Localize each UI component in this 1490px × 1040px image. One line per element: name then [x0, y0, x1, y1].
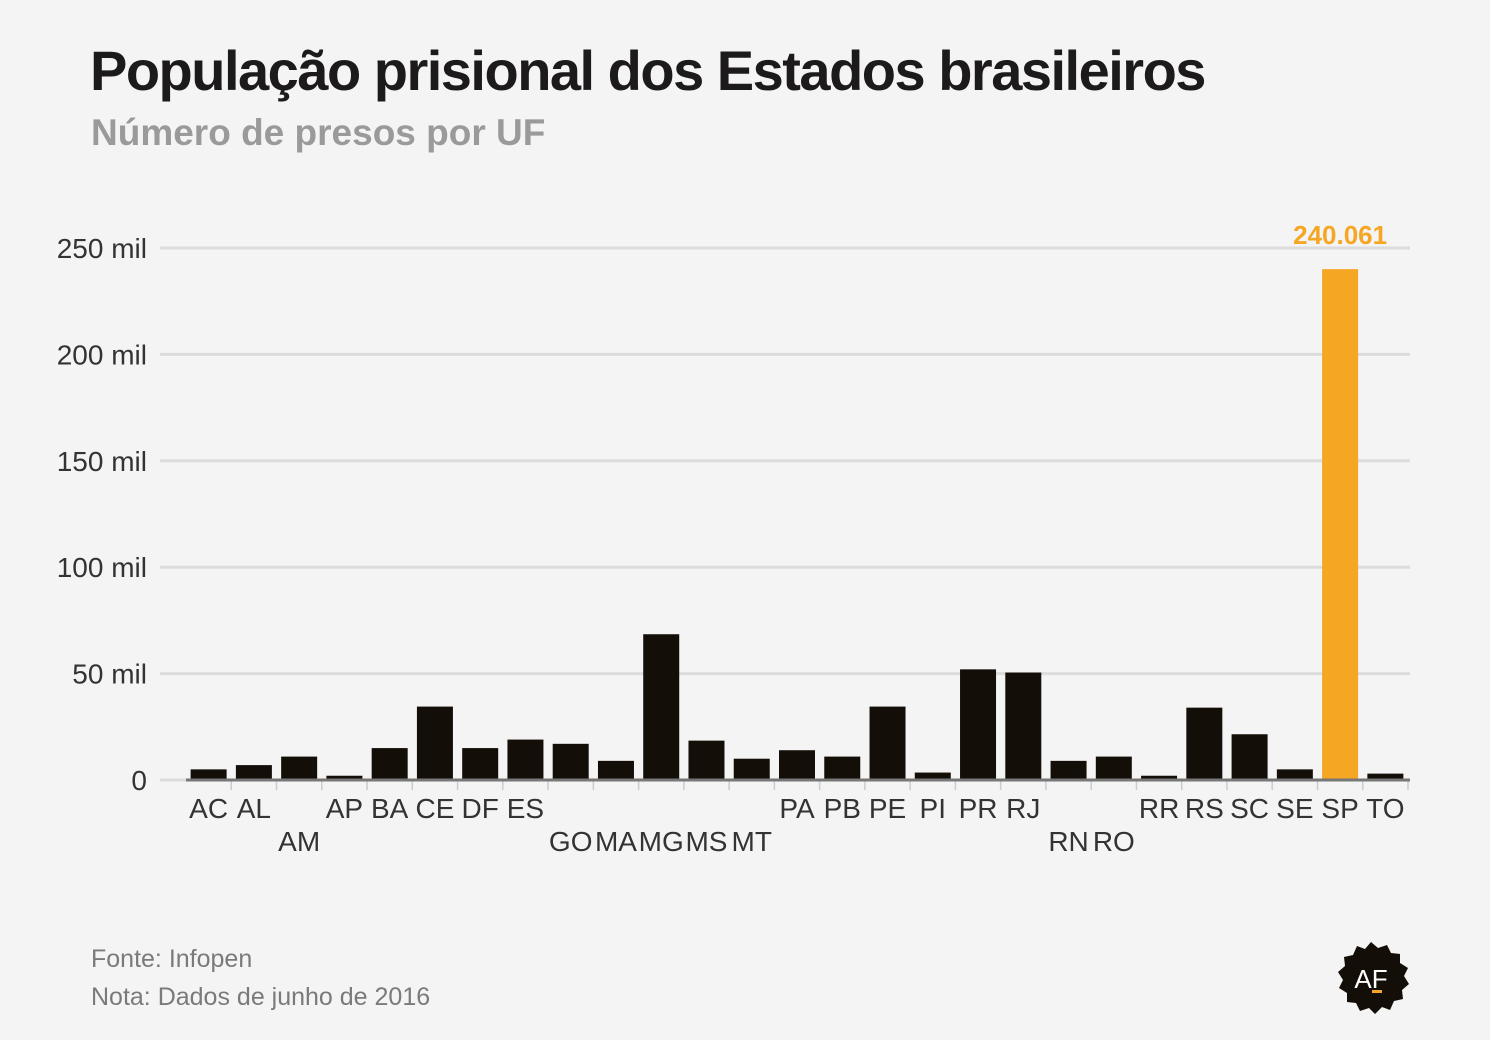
x-tick-label: TO: [1366, 793, 1404, 824]
logo-text: AF: [1354, 964, 1387, 994]
x-tick-label: RN: [1048, 826, 1088, 857]
y-tick-label: 250 mil: [57, 233, 147, 264]
bar-rr: [1141, 775, 1178, 780]
x-tick-label: PI: [920, 793, 946, 824]
x-tick-label: AP: [326, 793, 363, 824]
bar-pe: [869, 706, 906, 780]
bar-ms: [688, 740, 725, 780]
bar-ba: [371, 748, 408, 780]
bar-al: [235, 765, 272, 780]
bar-mt: [733, 758, 770, 780]
x-tick-label: SE: [1276, 793, 1313, 824]
x-tick-label: PA: [779, 793, 815, 824]
x-tick-label: SP: [1321, 793, 1358, 824]
bar-pb: [824, 756, 861, 780]
data-note: Nota: Dados de junho de 2016: [91, 983, 431, 1011]
y-tick-label: 150 mil: [57, 446, 147, 477]
bar-pa: [779, 750, 815, 780]
bar-sp: [1322, 269, 1359, 780]
logo-seal-shape: [1338, 942, 1409, 1014]
bar-to: [1367, 773, 1404, 780]
chart-title: População prisional dos Estados brasilei…: [90, 39, 1206, 102]
chart-subtitle: Número de presos por UF: [91, 112, 546, 153]
bar-go: [552, 743, 589, 780]
y-tick-label: 0: [131, 765, 147, 796]
bar-es: [507, 739, 544, 780]
y-tick-label: 50 mil: [72, 659, 147, 690]
bar-rn: [1050, 760, 1087, 780]
bar-mg: [643, 634, 680, 780]
bar-df: [462, 748, 499, 780]
x-tick-label: SC: [1230, 793, 1269, 824]
source-note: Fonte: Infopen: [91, 945, 253, 973]
af-logo-icon: AF: [1338, 942, 1409, 1014]
x-tick-label: RO: [1093, 826, 1135, 857]
bar-pr: [960, 669, 997, 780]
x-tick-label: PR: [959, 793, 998, 824]
bar-rs: [1186, 707, 1223, 780]
y-tick-label: 100 mil: [57, 552, 147, 583]
y-tick-label: 200 mil: [57, 339, 147, 370]
x-tick-label: MT: [732, 826, 772, 857]
logo-accent: [1372, 990, 1382, 993]
bar-ac: [190, 769, 227, 780]
x-tick-label: CE: [415, 793, 454, 824]
x-tick-label: PB: [824, 793, 861, 824]
data-label: 240.061: [1293, 220, 1387, 250]
x-tick-label: BA: [371, 793, 409, 824]
x-tick-label: AM: [278, 826, 320, 857]
bar-rj: [1005, 672, 1042, 780]
x-tick-label: RJ: [1006, 793, 1040, 824]
x-tick-label: RS: [1185, 793, 1224, 824]
bar-ma: [597, 760, 634, 780]
x-tick-label: RR: [1139, 793, 1179, 824]
x-tick-label: MS: [685, 826, 727, 857]
x-tick-label: AL: [237, 793, 271, 824]
x-tick-label: MG: [639, 826, 684, 857]
bar-ro: [1095, 756, 1132, 780]
bar-ce: [416, 706, 453, 780]
x-tick-label: AC: [189, 793, 228, 824]
x-tick-label: PE: [869, 793, 906, 824]
bar-sc: [1231, 734, 1268, 780]
x-tick-label: MA: [595, 826, 637, 857]
x-tick-label: DF: [462, 793, 499, 824]
bar-ap: [326, 775, 363, 780]
x-tick-label: ES: [507, 793, 544, 824]
bar-am: [281, 756, 318, 780]
bar-se: [1276, 769, 1313, 780]
x-tick-label: GO: [549, 826, 593, 857]
bar-pi: [914, 772, 951, 780]
